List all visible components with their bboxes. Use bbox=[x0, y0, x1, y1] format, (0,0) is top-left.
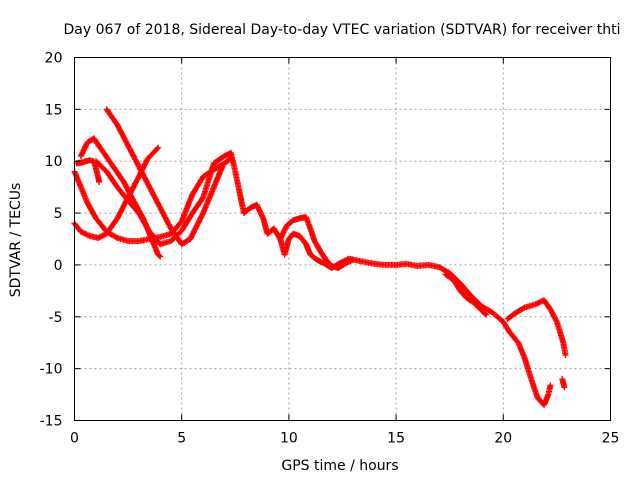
data-markers-track-10 bbox=[559, 376, 568, 391]
data-markers-track-3 bbox=[73, 157, 103, 185]
chart-title: Day 067 of 2018, Sidereal Day-to-day VTE… bbox=[64, 22, 621, 38]
series-track-5 bbox=[103, 106, 226, 248]
data-markers-track-8 bbox=[442, 271, 490, 318]
y-tick-label: -10 bbox=[40, 362, 63, 378]
x-axis-label: GPS time / hours bbox=[281, 458, 398, 474]
y-tick-label: 15 bbox=[45, 102, 63, 118]
data-markers-track-7 bbox=[277, 214, 357, 271]
series-track-10 bbox=[559, 376, 568, 391]
data-markers-track-9 bbox=[504, 297, 569, 359]
data-markers-track-6 bbox=[92, 149, 554, 408]
x-tick-label: 15 bbox=[387, 431, 405, 447]
y-tick-label: -5 bbox=[49, 310, 63, 326]
series-track-8 bbox=[442, 271, 490, 318]
x-tick-label: 5 bbox=[177, 431, 186, 447]
y-axis-label: SDTVAR / TECUs bbox=[8, 183, 24, 298]
y-tick-label: 10 bbox=[45, 154, 63, 170]
y-tick-label: 0 bbox=[54, 258, 63, 274]
plot-frame bbox=[74, 57, 611, 421]
x-tick-label: 10 bbox=[280, 431, 298, 447]
x-tick-label: 0 bbox=[70, 431, 79, 447]
x-tick-label: 25 bbox=[602, 431, 620, 447]
series-track-7 bbox=[277, 214, 357, 271]
series-track-9 bbox=[504, 297, 569, 359]
x-tick-label: 20 bbox=[494, 431, 512, 447]
data-markers-track-5 bbox=[103, 106, 226, 248]
y-tick-label: 20 bbox=[45, 51, 63, 67]
y-tick-label: -15 bbox=[40, 414, 63, 430]
y-tick-label: 5 bbox=[54, 206, 63, 222]
series-track-3 bbox=[73, 157, 103, 185]
axis-ticks: 0 5 10 15 20 25 -15 -10 -5 0 5 10 15 20 bbox=[40, 51, 620, 447]
series-track-6 bbox=[92, 149, 554, 408]
data-markers bbox=[71, 106, 569, 408]
